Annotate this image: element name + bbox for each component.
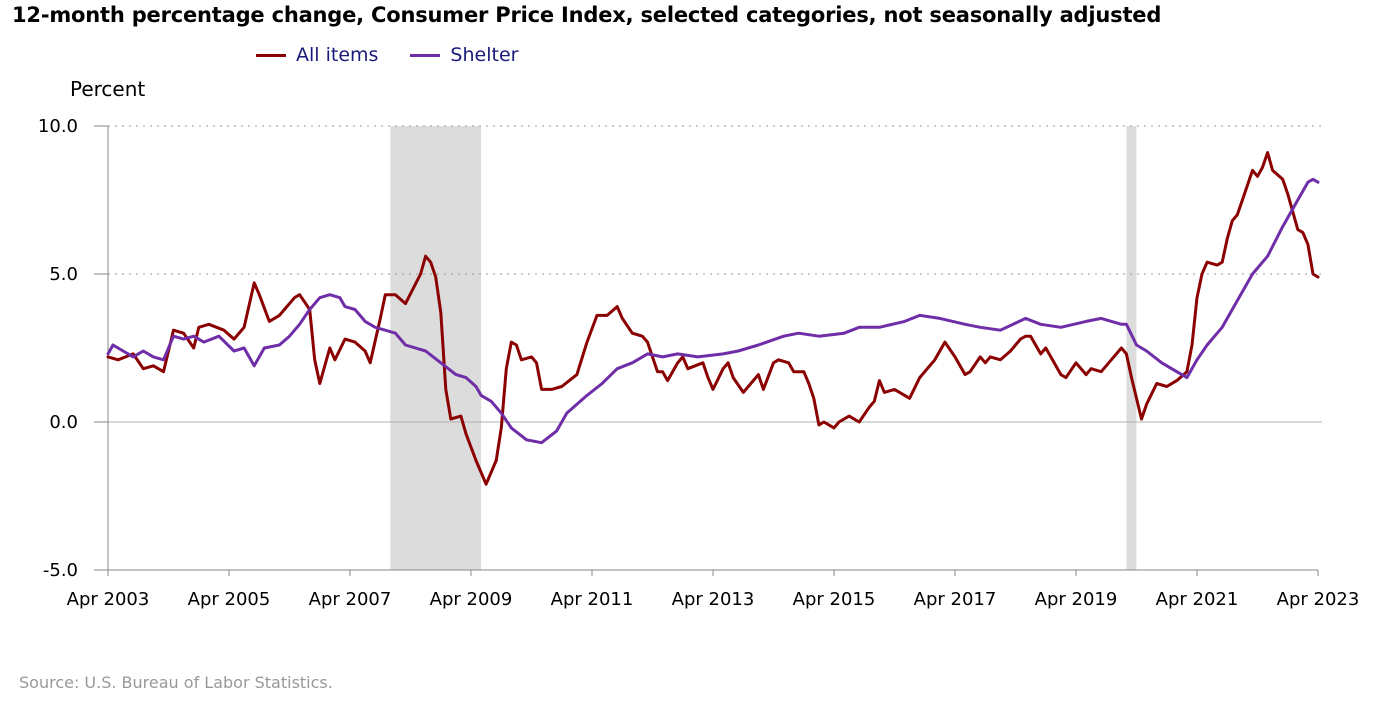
series-line-all-items[interactable] bbox=[106, 151, 1320, 486]
recession-shading bbox=[390, 126, 1137, 570]
y-axis-unit-label: Percent bbox=[70, 77, 146, 101]
legend-item-all-items[interactable]: All items bbox=[256, 44, 378, 66]
x-tick-label: Apr 2015 bbox=[793, 589, 876, 610]
y-tick-label: -5.0 bbox=[43, 560, 78, 581]
x-tick-label: Apr 2011 bbox=[551, 589, 634, 610]
source-note: Source: U.S. Bureau of Labor Statistics. bbox=[19, 673, 333, 692]
gridlines bbox=[94, 125, 1322, 571]
legend-label-all-items: All items bbox=[296, 44, 379, 66]
legend-label-shelter: Shelter bbox=[450, 44, 519, 66]
series-line-shelter[interactable] bbox=[106, 177, 1320, 445]
legend-swatch-shelter bbox=[410, 53, 441, 57]
tick-labels: 10.0 5.0 0.0 -5.0 Apr 2003 Apr 2005 Apr 2007 Ap… bbox=[38, 116, 1359, 610]
axes bbox=[107, 126, 1319, 576]
x-tick-label: Apr 2017 bbox=[914, 589, 997, 610]
legend-item-shelter[interactable]: Shelter bbox=[410, 44, 518, 66]
x-tick-label: Apr 2021 bbox=[1156, 589, 1239, 610]
y-tick-label: 5.0 bbox=[49, 264, 78, 285]
legend-swatch-all-items bbox=[256, 53, 286, 57]
y-tick-label: 10.0 bbox=[38, 116, 78, 137]
x-tick-label: Apr 2003 bbox=[67, 589, 150, 610]
legend: All items Shelter bbox=[256, 44, 518, 66]
recession-band-0 bbox=[390, 126, 482, 570]
chart-title: 12-month percentage change, Consumer Pri… bbox=[12, 3, 1162, 27]
x-tick-label: Apr 2023 bbox=[1277, 589, 1360, 610]
x-tick-label: Apr 2019 bbox=[1035, 589, 1118, 610]
x-tick-label: Apr 2007 bbox=[309, 589, 392, 610]
x-tick-label: Apr 2005 bbox=[188, 589, 271, 610]
recession-band-1 bbox=[1126, 126, 1137, 570]
y-tick-label: 0.0 bbox=[49, 412, 78, 433]
x-tick-label: Apr 2013 bbox=[672, 589, 755, 610]
x-tick-label: Apr 2009 bbox=[430, 589, 513, 610]
series-lines bbox=[106, 151, 1320, 486]
